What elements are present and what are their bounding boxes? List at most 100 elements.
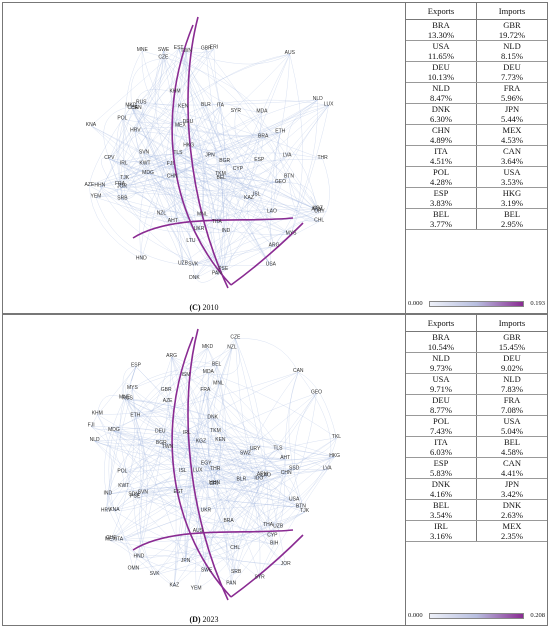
node-label: MYS [286,231,298,237]
edge [224,99,318,163]
country-code: BEL [503,437,521,447]
edge [90,48,179,126]
edge [119,184,194,266]
edge [107,469,328,495]
legend-color-bar [429,301,524,307]
export-cell: ITA 4.51% [406,145,477,167]
node-label: HND [136,255,147,261]
edge [95,108,133,198]
edge [272,459,286,537]
node-label: EGY [201,461,212,467]
node-label: LAO [267,208,277,214]
country-code: POL [432,416,450,426]
node-label: KEN [178,104,189,110]
edge [110,540,286,566]
country-code: CAN [503,458,521,468]
node-label: ISL [253,191,261,197]
strong-edge [132,217,294,239]
node-label: BEL [212,362,222,368]
edge [212,418,261,579]
edge [205,105,275,247]
edge [90,125,184,265]
node-label: HHN [209,480,220,486]
node-label: AZE [163,398,173,404]
edge [119,540,207,572]
import-cell: FRA 5.96% [476,82,547,104]
edge [109,158,318,210]
edge [124,398,198,472]
share-value: 4.16% [430,489,452,499]
edge [135,51,187,132]
node-label: YEM [91,193,102,199]
edge [170,356,216,432]
edge [135,128,225,163]
node-label: SDN [128,491,139,497]
import-cell: USA 3.53% [476,166,547,188]
edge [135,347,208,417]
node-label: MKD [125,103,137,109]
node-label: SWE [158,47,170,53]
share-value: 3.83% [430,198,452,208]
legend-max: 0.208 [530,612,545,619]
edge [121,366,137,399]
export-cell: ESP 3.83% [406,187,477,209]
node-label: ITA [217,103,225,109]
edge [216,195,257,224]
country-code: FRA [503,83,521,93]
edge [184,348,233,563]
node-label: GEO [275,179,286,185]
edge [213,48,257,196]
node-label: THR [317,155,328,161]
share-value: 4.53% [501,135,523,145]
edge [106,494,140,558]
export-cell: NLD 9.73% [406,352,477,374]
node-label: LVA [323,466,332,472]
edge [188,132,281,151]
edge [142,479,215,494]
edge [95,197,183,265]
node-label: UKR [201,507,212,513]
edge [161,442,287,475]
edge [194,105,329,279]
edge [200,442,275,545]
table-row: USA 11.65% NLD 8.15% [406,40,547,62]
edge [138,356,172,558]
edge [113,430,237,574]
edge [174,390,206,587]
edge [198,105,329,231]
edge [114,471,183,512]
node-label: HND [134,553,145,559]
country-code: USA [503,167,521,177]
node-label: ARM [257,472,268,478]
country-code: MEX [502,125,522,135]
edge [110,536,275,545]
node-label: ETH [130,413,140,419]
edge [95,158,323,198]
edge [178,48,281,184]
edge [99,186,162,219]
country-code: ESP [433,188,449,198]
share-value: 2.63% [501,510,523,520]
edge [288,372,305,513]
legend-color-bar [429,613,524,619]
edge [188,105,207,147]
table-row: ITA 6.03% BEL 4.58% [406,436,547,458]
node-label: BTN [284,173,294,179]
network-svg-2023: SSD ISL FRA SWZ ARM CAN UZB DEU SVN KEN POL BEL LUX L… [88,328,341,601]
edge [95,146,189,198]
edge [119,48,215,186]
node-label: ERI [210,481,218,487]
edge [124,365,217,399]
edge [185,375,232,585]
node-label: THA [263,522,274,528]
edge [135,131,149,174]
node-label: BRA [223,518,234,524]
node-label: HRV [101,508,112,514]
edge [310,196,318,210]
edge [122,373,209,473]
node-label: SVK [188,261,199,267]
export-cell: BEL 3.77% [406,208,477,230]
node-label: KAZ [244,195,254,201]
edge [245,454,302,508]
node-label: NZL [227,344,237,350]
